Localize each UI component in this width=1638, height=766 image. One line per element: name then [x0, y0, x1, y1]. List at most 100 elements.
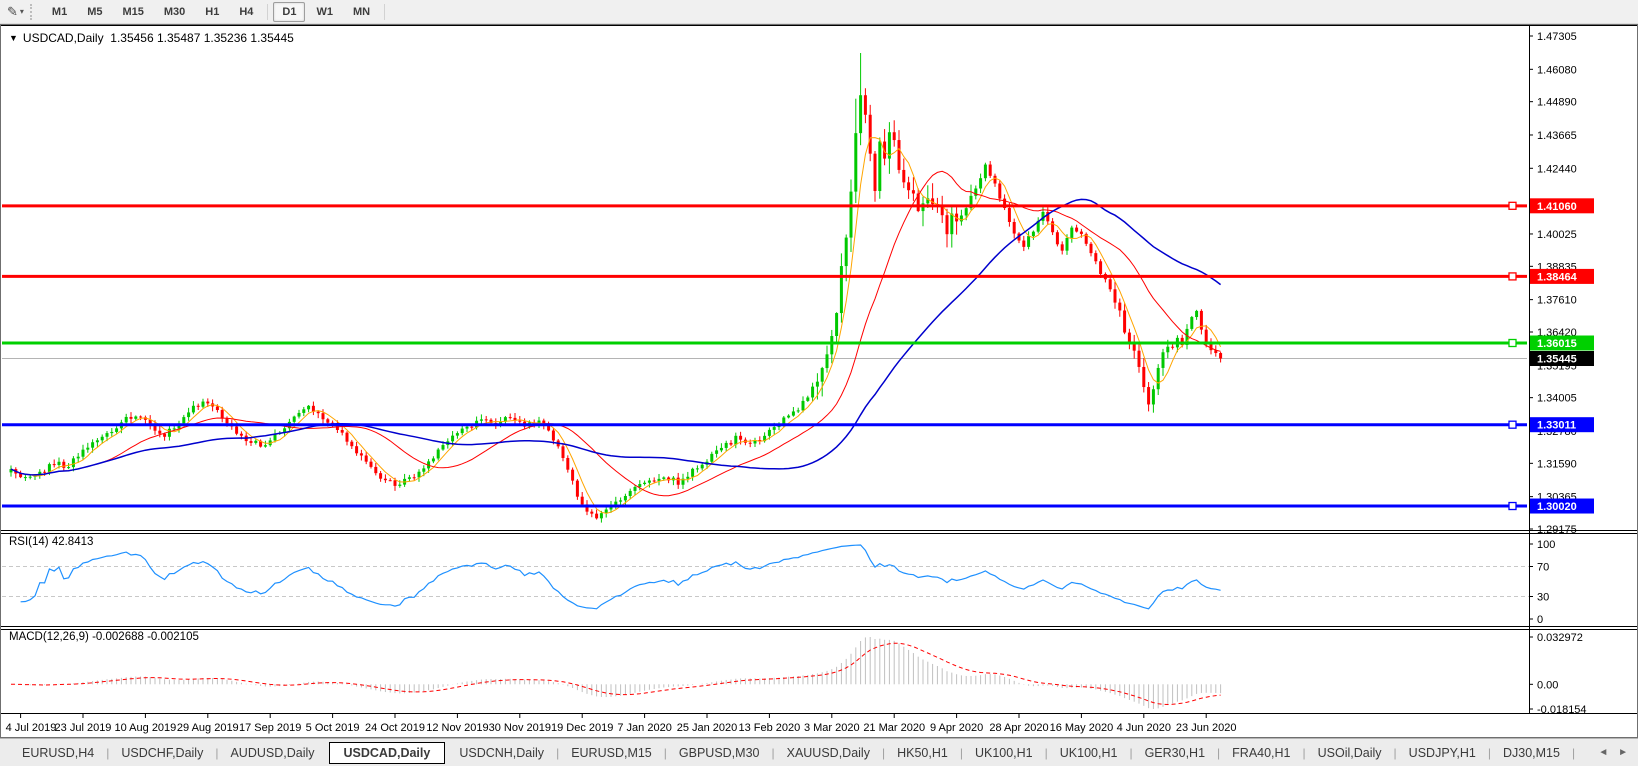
price-tick-label: 1.47305 [1537, 31, 1577, 43]
candle-body [86, 447, 90, 450]
tool-dropdown-caret-icon[interactable]: ▾ [19, 7, 24, 16]
date-tick-label: 12 Nov 2019 [426, 722, 488, 734]
timeframe-button-mn[interactable]: MN [352, 5, 371, 18]
date-tick-label: 7 Jan 2020 [617, 722, 671, 734]
date-tick-label: 25 Jan 2020 [677, 722, 738, 734]
timeframe-button-d1[interactable]: D1 [273, 1, 306, 22]
date-tick-label: 9 Apr 2020 [930, 722, 983, 734]
candle-body [1142, 366, 1146, 388]
chart-tab-eurusd-m15[interactable]: EURUSD,M15 [571, 745, 652, 760]
candle-body [225, 418, 229, 424]
candle-body [167, 428, 171, 437]
chart-tab-xauusd-daily[interactable]: XAUUSD,Daily [786, 745, 870, 760]
chart-tab-eurusd-h4[interactable]: EURUSD,H4 [22, 745, 95, 760]
chart-tab-fra40-h1[interactable]: FRA40,H1 [1232, 745, 1291, 760]
hline-handle[interactable] [1508, 501, 1517, 511]
candle-body [748, 442, 752, 444]
candle-body [681, 478, 685, 485]
chart-tab-uk100-h1[interactable]: UK100,H1 [1059, 745, 1118, 760]
date-tick-label: 4 Jul 2019 [6, 722, 57, 734]
candle-body [897, 140, 901, 170]
tab-scroll-right-icon[interactable]: ► [1618, 747, 1628, 758]
candle-body [561, 446, 565, 458]
chart-tab-usdchf-daily[interactable]: USDCHF,Daily [121, 745, 204, 760]
chart-window[interactable]: 1.47305 1.46080 1.44890 1.43665 1.42440 1.400… [0, 24, 1638, 738]
chart-tab-dj30-m15[interactable]: DJ30,M15 [1502, 745, 1560, 760]
candle-body [422, 468, 426, 472]
candle-body [767, 429, 771, 436]
candle-body [369, 461, 373, 467]
candle-body [129, 416, 133, 419]
rsi-indicator-label: RSI(14) 42.8413 [9, 536, 94, 548]
candle-body [772, 427, 776, 430]
candle-body [215, 406, 219, 411]
candle-body [1151, 389, 1155, 405]
chart-tab-usoil-daily[interactable]: USOil,Daily [1317, 745, 1382, 760]
hline-handle[interactable] [1508, 201, 1517, 210]
timeframe-button-m1[interactable]: M1 [51, 5, 68, 18]
candle-body [1118, 302, 1122, 311]
crosshair-tool-icon[interactable]: ✎ [7, 3, 18, 19]
candle-body [739, 435, 743, 440]
candle-body [1031, 231, 1035, 237]
price-tick-label: 1.43665 [1537, 130, 1577, 142]
candle-body [979, 178, 983, 189]
candle-body [695, 468, 699, 470]
chart-tab-gbpusd-m30[interactable]: GBPUSD,M30 [678, 745, 760, 760]
price-tick-label: 1.40025 [1537, 229, 1577, 241]
hline-handle[interactable] [1508, 420, 1517, 429]
timeframe-button-h1[interactable]: H1 [205, 5, 220, 18]
candle-body [235, 426, 239, 434]
candle-body [907, 182, 911, 191]
hline-handle[interactable] [1508, 338, 1517, 348]
candle-body [1180, 337, 1184, 345]
candle-body [1123, 310, 1127, 333]
candle-body [815, 381, 819, 387]
current-price-badge-label: 1.35445 [1537, 354, 1577, 366]
tab-separator: | [1302, 745, 1306, 760]
candle-body [604, 509, 608, 514]
candle-body [969, 195, 973, 209]
timeframe-button-m15[interactable]: M15 [122, 5, 144, 18]
candle-body [47, 464, 51, 472]
chart-tab-audusd-daily[interactable]: AUDUSD,Daily [230, 745, 315, 760]
candle-body [359, 453, 363, 456]
tab-scroll-left-icon[interactable]: ◄ [1598, 747, 1609, 758]
candle-body [1060, 244, 1064, 251]
candle-body [1214, 350, 1218, 354]
candle-body [28, 476, 32, 478]
candle-body [796, 410, 800, 412]
chart-tab-usdjpy-h1[interactable]: USDJPY,H1 [1408, 745, 1476, 760]
candle-body [407, 477, 411, 479]
chart-tab-hk50-h1[interactable]: HK50,H1 [897, 745, 948, 760]
timeframe-button-h4[interactable]: H4 [239, 5, 254, 18]
chart-tab-usdcad-daily[interactable]: USDCAD,Daily [328, 741, 446, 764]
candle-body [388, 480, 392, 482]
chart-tab-uk100-h1[interactable]: UK100,H1 [974, 745, 1033, 760]
candle-body [1084, 233, 1088, 244]
candle-body [1027, 236, 1031, 247]
candle-body [1089, 243, 1093, 254]
toolbar-grip[interactable] [29, 3, 36, 20]
candle-body [1199, 310, 1203, 330]
timeframe-button-m30[interactable]: M30 [163, 5, 186, 18]
candle-body [57, 461, 61, 465]
timeframe-button-m5[interactable]: M5 [87, 5, 103, 18]
candle-body [398, 484, 402, 486]
candle-body [134, 416, 138, 419]
hline-price-badge [1530, 417, 1594, 433]
candle-body [883, 141, 887, 159]
candle-body [1132, 341, 1136, 351]
date-tick-label: 19 Dec 2019 [551, 722, 613, 734]
chart-canvas[interactable]: 1.47305 1.46080 1.44890 1.43665 1.42440 1.400… [1, 25, 1637, 737]
hline-handle[interactable] [1508, 272, 1517, 281]
candle-body [623, 495, 627, 501]
timeframe-button-w1[interactable]: W1 [316, 5, 333, 18]
candle-body [1113, 289, 1117, 303]
chart-expand-icon[interactable]: ▼ [9, 33, 18, 43]
price-tick-label: 1.44890 [1537, 97, 1577, 109]
candle-body [1204, 329, 1208, 344]
chart-tab-ger30-h1[interactable]: GER30,H1 [1144, 745, 1206, 760]
candle-body [638, 484, 642, 487]
chart-tab-usdcnh-daily[interactable]: USDCNH,Daily [459, 745, 545, 760]
